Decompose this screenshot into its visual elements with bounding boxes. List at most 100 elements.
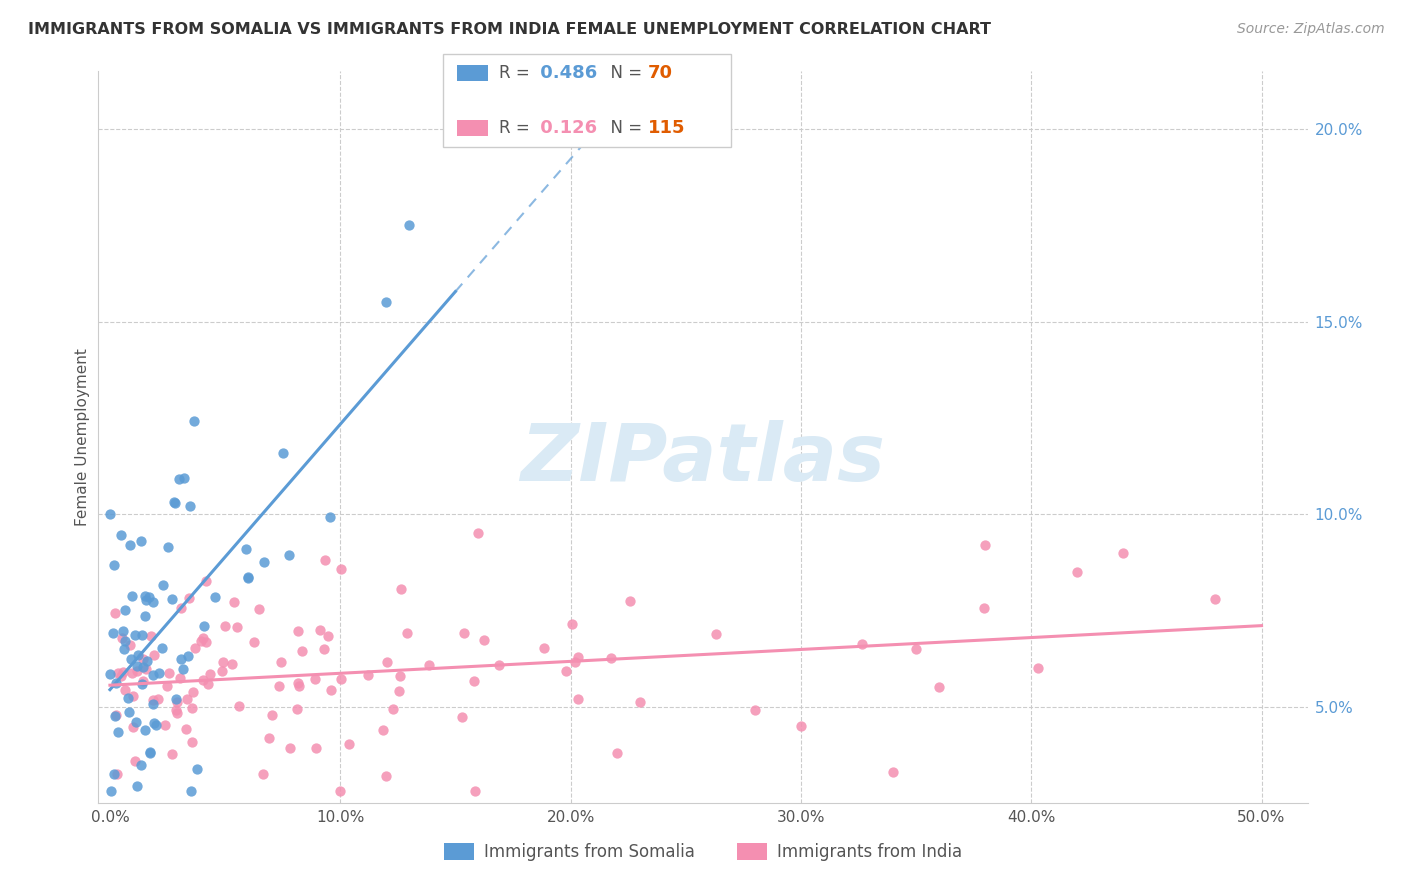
Point bbox=[166, 695, 188, 709]
Point bbox=[252, 766, 274, 780]
Point bbox=[287, 676, 309, 690]
Point bbox=[305, 740, 328, 755]
Point bbox=[288, 679, 311, 693]
Point bbox=[257, 731, 280, 745]
Point bbox=[103, 767, 125, 781]
Point bbox=[111, 631, 134, 645]
Point bbox=[142, 698, 165, 712]
Point bbox=[308, 623, 330, 637]
Point bbox=[190, 633, 212, 648]
Point bbox=[131, 673, 153, 688]
Point bbox=[173, 470, 195, 484]
Point bbox=[148, 665, 170, 680]
Point bbox=[125, 714, 148, 729]
Point bbox=[267, 679, 290, 693]
Point bbox=[619, 593, 641, 607]
Point bbox=[139, 746, 162, 760]
Point bbox=[129, 757, 152, 772]
Point bbox=[388, 684, 411, 698]
Point bbox=[1026, 661, 1049, 675]
Point bbox=[134, 589, 156, 603]
Point bbox=[181, 685, 204, 699]
Text: ZIPatlas: ZIPatlas bbox=[520, 420, 886, 498]
Point bbox=[247, 602, 270, 616]
Point bbox=[304, 672, 326, 686]
Point bbox=[450, 710, 472, 724]
Point bbox=[122, 690, 145, 704]
Point bbox=[214, 618, 236, 632]
Point bbox=[212, 655, 235, 669]
Point bbox=[398, 219, 420, 233]
Point bbox=[107, 666, 129, 681]
Point bbox=[129, 534, 152, 549]
Point bbox=[138, 590, 160, 604]
Point bbox=[628, 695, 651, 709]
Point bbox=[330, 562, 353, 576]
Point bbox=[472, 633, 495, 648]
Point bbox=[285, 702, 308, 716]
Point bbox=[183, 414, 205, 428]
Point bbox=[167, 472, 190, 486]
Point bbox=[120, 652, 142, 666]
Point bbox=[157, 665, 180, 680]
Point bbox=[131, 677, 153, 691]
Text: 0.486: 0.486 bbox=[534, 64, 598, 82]
Point bbox=[125, 779, 148, 793]
Point bbox=[375, 769, 398, 783]
Point bbox=[118, 538, 141, 552]
Point bbox=[103, 558, 125, 573]
Text: IMMIGRANTS FROM SOMALIA VS IMMIGRANTS FROM INDIA FEMALE UNEMPLOYMENT CORRELATION: IMMIGRANTS FROM SOMALIA VS IMMIGRANTS FR… bbox=[28, 22, 991, 37]
Point bbox=[141, 629, 163, 643]
Point bbox=[195, 574, 218, 588]
Point bbox=[110, 669, 132, 683]
Point bbox=[287, 624, 309, 639]
Point bbox=[134, 723, 156, 737]
Point bbox=[225, 620, 247, 634]
Point bbox=[221, 657, 243, 672]
Point bbox=[184, 641, 207, 656]
Point bbox=[104, 606, 127, 620]
Point bbox=[177, 648, 200, 663]
Point bbox=[121, 590, 143, 604]
Point bbox=[166, 706, 188, 721]
Point bbox=[453, 625, 475, 640]
Point bbox=[389, 582, 412, 596]
Point bbox=[321, 683, 343, 698]
Point bbox=[211, 665, 233, 679]
Point bbox=[114, 682, 136, 697]
Point bbox=[186, 762, 208, 776]
Point bbox=[533, 640, 555, 655]
Point bbox=[114, 602, 136, 616]
Point bbox=[169, 671, 191, 685]
Point bbox=[156, 540, 179, 554]
Point bbox=[561, 616, 583, 631]
Point bbox=[172, 662, 194, 676]
Point bbox=[1066, 565, 1088, 579]
Point bbox=[1204, 591, 1226, 606]
Point bbox=[179, 499, 201, 513]
Point bbox=[330, 673, 353, 687]
Point bbox=[198, 666, 221, 681]
Point bbox=[107, 724, 129, 739]
Point bbox=[291, 643, 314, 657]
Point bbox=[110, 527, 132, 541]
Point bbox=[131, 627, 153, 641]
Point bbox=[882, 764, 904, 779]
Point bbox=[101, 626, 124, 640]
Point bbox=[704, 626, 727, 640]
Point bbox=[395, 626, 418, 640]
Point bbox=[418, 658, 440, 673]
Point bbox=[253, 555, 276, 569]
Point bbox=[132, 652, 155, 666]
Point bbox=[243, 635, 266, 649]
Point bbox=[121, 720, 143, 734]
Point bbox=[235, 542, 257, 557]
Point bbox=[152, 578, 174, 592]
Point bbox=[146, 692, 169, 706]
Point bbox=[318, 509, 340, 524]
Point bbox=[127, 648, 149, 662]
Point bbox=[114, 633, 136, 648]
Point bbox=[170, 652, 193, 666]
Point bbox=[191, 673, 214, 688]
Point bbox=[112, 665, 135, 680]
